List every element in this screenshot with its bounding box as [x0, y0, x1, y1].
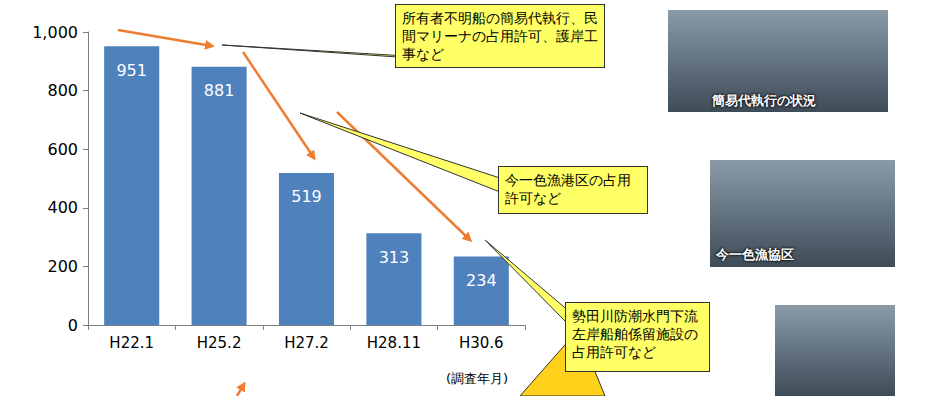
svg-text:400: 400 [47, 198, 78, 217]
html-text:今一色漁港区の占用許可など: 今一色漁港区の占用許可など [505, 172, 631, 206]
svg-text:H25.2: H25.2 [197, 334, 242, 352]
svg-text:881: 881 [204, 81, 235, 100]
svg-text:H28.11: H28.11 [367, 334, 421, 352]
svg-text:600: 600 [47, 140, 78, 159]
html-text:勢田川防潮水門下流左岸船舶係留施設の占用許可など: 勢田川防潮水門下流左岸船舶係留施設の占用許可など [572, 308, 698, 360]
svg-text:(調査年月): (調査年月) [446, 371, 508, 386]
svg-text:519: 519 [291, 187, 322, 206]
svg-text:H22.1: H22.1 [109, 334, 154, 352]
svg-text:0: 0 [68, 316, 78, 335]
svg-text:234: 234 [466, 271, 497, 290]
html-text:簡易代執行の状況: 簡易代執行の状況 [712, 93, 816, 108]
svg-text:1,000: 1,000 [32, 23, 78, 42]
svg-text:800: 800 [47, 81, 78, 100]
html-text:所有者不明船の簡易代執行、民間マリーナの占用許可、護岸工事な: 所有者不明船の簡易代執行、民間マリーナの占用許可、護岸工事など [402, 10, 598, 62]
html-text:今一色漁協区: 今一色漁協区 [716, 247, 794, 262]
svg-text:200: 200 [47, 257, 78, 276]
svg-text:H30.6: H30.6 [459, 334, 504, 352]
svg-text:313: 313 [379, 248, 410, 267]
svg-text:951: 951 [116, 61, 147, 80]
svg-text:H27.2: H27.2 [284, 334, 329, 352]
